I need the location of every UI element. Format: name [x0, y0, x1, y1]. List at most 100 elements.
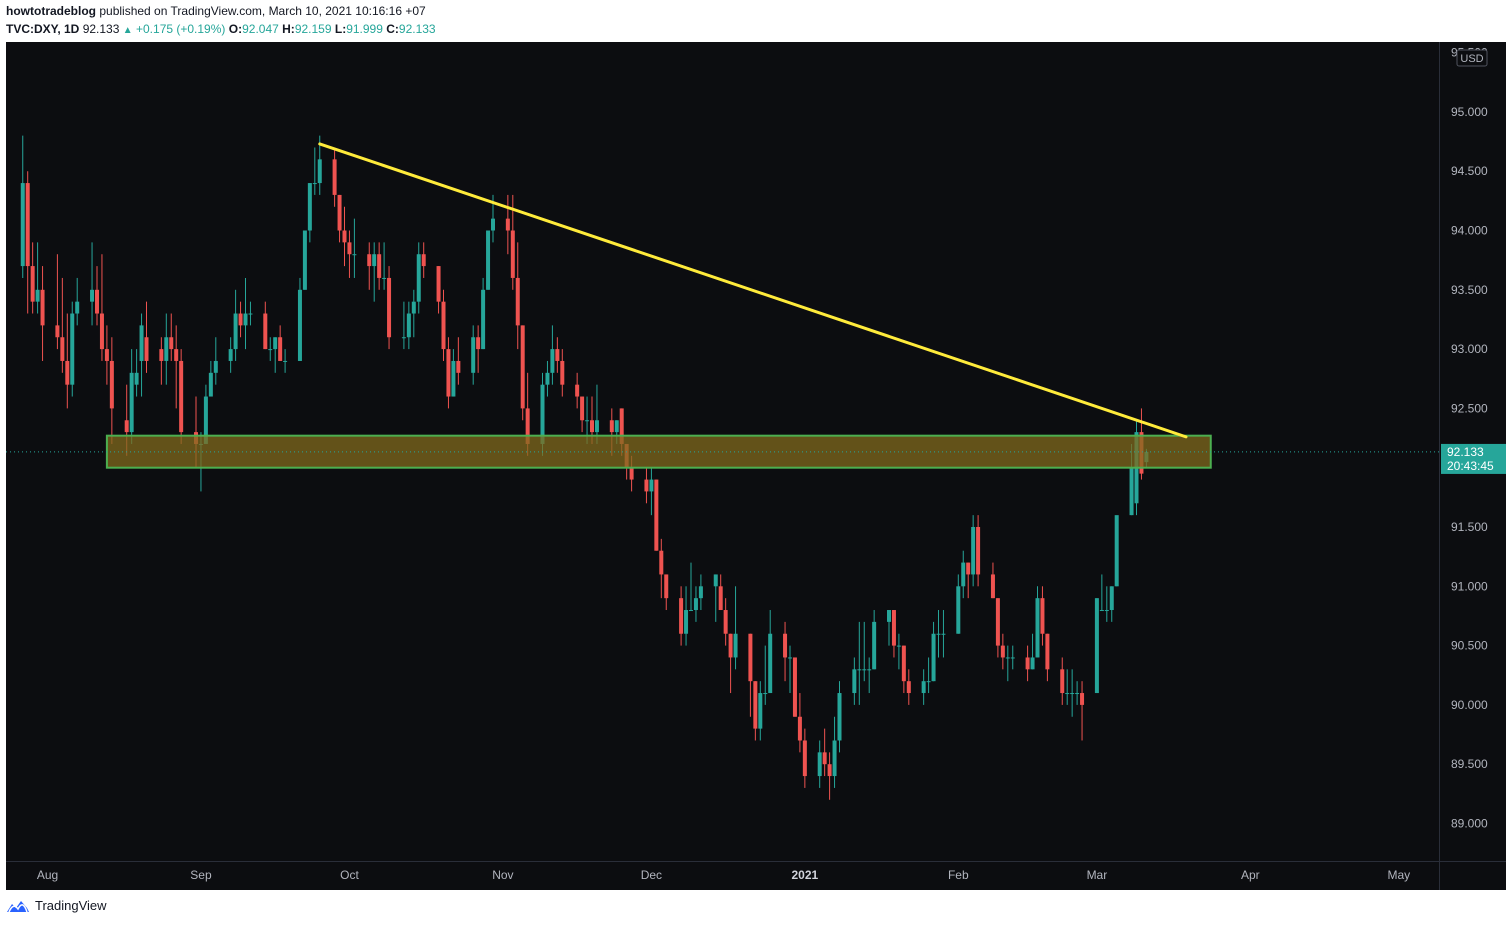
candle — [1025, 645, 1030, 682]
candle-body — [515, 277, 520, 326]
candle — [867, 657, 872, 694]
candle — [476, 325, 481, 373]
candle — [802, 728, 807, 788]
candle-body — [817, 752, 822, 777]
candle-body — [273, 337, 278, 350]
footer-brand[interactable]: TradingView — [35, 898, 107, 913]
candle-body — [619, 408, 624, 444]
candle — [689, 562, 693, 612]
candle-body — [55, 325, 60, 338]
candle — [337, 194, 342, 243]
candle-body — [233, 313, 238, 350]
price-chart[interactable]: 89.00089.50090.00090.50091.00091.50092.0… — [6, 42, 1506, 890]
candle-body — [891, 610, 896, 646]
candle — [520, 325, 525, 421]
candle-body — [35, 289, 40, 302]
high-value: 92.159 — [294, 22, 332, 36]
candle — [901, 645, 906, 694]
candle-body — [1129, 467, 1134, 516]
symbol-name[interactable]: TVC:DXY, 1D — [6, 22, 80, 36]
candle-body — [278, 337, 283, 361]
candle — [248, 301, 253, 326]
candle — [401, 301, 406, 350]
time-tick-label: Nov — [492, 868, 513, 882]
tradingview-logo-icon — [7, 900, 29, 912]
candle-body — [941, 633, 946, 635]
candle — [684, 586, 689, 646]
candle — [273, 337, 278, 373]
candle — [377, 242, 382, 290]
candle — [481, 277, 486, 350]
candle — [40, 266, 45, 361]
candle — [20, 135, 25, 278]
candle-body — [1080, 693, 1085, 705]
candle — [312, 147, 317, 195]
candle — [971, 515, 976, 587]
candle — [1070, 669, 1075, 717]
candle-body — [758, 693, 763, 729]
time-tick-label: Dec — [641, 868, 662, 882]
candle — [644, 467, 649, 504]
candle-body — [629, 467, 634, 480]
open-label: O: — [228, 22, 243, 36]
candle-body — [263, 313, 268, 350]
candle — [213, 337, 218, 385]
candle-body — [367, 254, 372, 267]
candle — [976, 515, 981, 587]
candle-body — [1065, 693, 1070, 695]
candle — [1094, 598, 1099, 694]
candle-body — [748, 633, 753, 682]
candle — [307, 183, 312, 243]
candle-body — [238, 313, 243, 326]
trendline[interactable] — [318, 142, 1188, 439]
candle-body — [1114, 515, 1119, 587]
candle — [174, 325, 179, 409]
candle-body — [243, 313, 248, 326]
price-change: +0.175 (+0.19%) — [136, 22, 226, 36]
candle — [451, 349, 456, 397]
candle-body — [966, 562, 971, 575]
candle-body — [30, 266, 35, 302]
candle — [486, 230, 491, 290]
candle-body — [857, 669, 862, 671]
time-tick-label: Mar — [1087, 868, 1108, 882]
time-tick-label: Oct — [340, 868, 359, 882]
candle — [90, 242, 95, 326]
candle-body — [268, 349, 273, 351]
publisher-name[interactable]: howtotradeblog — [6, 4, 96, 18]
time-axis[interactable]: Aug Sep Oct Nov Dec 2021 Feb Mar Apr May — [37, 868, 1410, 882]
current-price-value: 92.133 — [1447, 445, 1484, 459]
candle — [906, 669, 911, 705]
candle — [713, 574, 718, 622]
candle-body — [109, 360, 114, 409]
candle — [1005, 645, 1010, 682]
candle-body — [104, 349, 109, 361]
candle-body — [491, 218, 495, 231]
close-label: C: — [386, 22, 399, 36]
candle — [297, 277, 302, 361]
candle-body — [852, 669, 857, 694]
candle — [1114, 515, 1119, 587]
current-price-tag: 92.133 20:43:45 — [1441, 443, 1506, 474]
candle-body — [609, 420, 614, 433]
candle-body — [580, 396, 585, 421]
candle — [65, 313, 70, 409]
candle — [966, 562, 971, 599]
candle — [109, 337, 114, 444]
candle — [580, 396, 585, 433]
candle-body — [520, 325, 525, 409]
candle — [99, 254, 104, 361]
time-tick-label: Sep — [190, 868, 212, 882]
candle-body — [416, 254, 421, 302]
candle-body — [139, 325, 144, 361]
candle-body — [921, 681, 926, 694]
candle — [347, 230, 352, 278]
currency-label: USD — [1460, 53, 1483, 65]
candle-body — [802, 740, 807, 777]
candle-body — [659, 550, 664, 575]
candle — [926, 657, 931, 694]
candle — [862, 621, 867, 682]
candle — [436, 266, 441, 314]
candle-body — [1010, 657, 1015, 659]
candle-body — [867, 669, 872, 671]
